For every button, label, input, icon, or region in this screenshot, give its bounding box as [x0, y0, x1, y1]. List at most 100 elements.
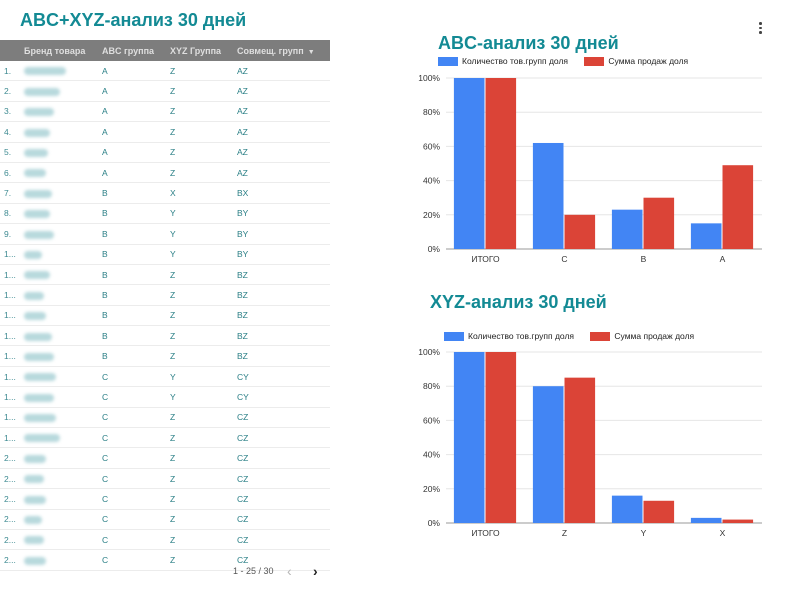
brand-cell: [20, 488, 98, 510]
bar-sales: [643, 197, 675, 249]
table-row[interactable]: 2... C Z CZ: [0, 468, 330, 490]
abc-group-cell: A: [98, 162, 166, 184]
legend-label-sales: Сумма продаж доля: [608, 56, 689, 66]
combined-group-cell: BX: [233, 182, 330, 204]
row-index: 1...: [0, 345, 20, 367]
brand-name-redacted: [24, 414, 56, 423]
abc-group-cell: B: [98, 264, 166, 286]
brand-cell: [20, 264, 98, 286]
brand-name-redacted: [24, 373, 56, 382]
brand-cell: [20, 203, 98, 225]
brand-cell: [20, 529, 98, 551]
col-header-xyz[interactable]: XYZ Группа: [166, 40, 233, 61]
legend-item-sales[interactable]: Сумма продаж доля: [584, 56, 689, 67]
table-row[interactable]: 8. B Y BY: [0, 203, 330, 225]
table-row[interactable]: 1... C Z CZ: [0, 407, 330, 429]
bar-sales: [564, 377, 596, 523]
y-tick-label: 60%: [423, 415, 440, 425]
xyz-group-cell: Z: [166, 529, 233, 551]
bar-count: [690, 517, 722, 523]
table-row[interactable]: 1... B Z BZ: [0, 305, 330, 327]
combined-group-cell: CZ: [233, 509, 330, 530]
abc-group-cell: C: [98, 386, 166, 408]
xyz-chart: 0% 20% 40% 60% 80% 100% ИТОГО Z Y X: [418, 347, 762, 538]
table-row[interactable]: 5. A Z AZ: [0, 142, 330, 163]
brand-name-redacted: [24, 169, 46, 178]
table-row[interactable]: 2... C Z CZ: [0, 447, 330, 469]
abc-chart-legend: Количество тов.групп доля Сумма продаж д…: [438, 56, 702, 67]
chevron-right-icon[interactable]: ›: [313, 563, 318, 579]
table-row[interactable]: 2... C Z CZ: [0, 549, 330, 571]
table-row[interactable]: 1. A Z AZ: [0, 61, 330, 82]
legend-item-sales[interactable]: Сумма продаж доля: [590, 331, 695, 342]
brand-name-redacted: [24, 332, 52, 341]
y-tick-label: 0%: [428, 244, 441, 254]
bar-sales: [643, 500, 675, 523]
y-tick-label: 20%: [423, 210, 440, 220]
x-tick-label: C: [561, 254, 567, 264]
table-header-row: Бренд товара ABC группа XYZ Группа Совме…: [0, 40, 330, 61]
table-row[interactable]: 2... C Z CZ: [0, 529, 330, 551]
abc-group-cell: A: [98, 121, 166, 143]
legend-label-sales: Сумма продаж доля: [614, 331, 695, 341]
legend-label-count: Количество тов.групп доля: [462, 56, 569, 66]
table-row[interactable]: 1... C Y CY: [0, 366, 330, 388]
row-index: 1...: [0, 244, 20, 265]
table-row[interactable]: 2... C Z CZ: [0, 488, 330, 510]
table-row[interactable]: 1... B Y BY: [0, 244, 330, 265]
sort-desc-icon[interactable]: ▼: [307, 48, 315, 56]
brand-cell: [20, 366, 98, 388]
col-header-abc[interactable]: ABC группа: [98, 40, 166, 61]
combined-group-cell: AZ: [233, 142, 330, 163]
row-index: 1...: [0, 407, 20, 429]
combined-group-cell: BY: [233, 244, 330, 265]
table-row[interactable]: 1... B Z BZ: [0, 284, 330, 306]
y-tick-label: 80%: [423, 107, 440, 117]
row-index: 1...: [0, 305, 20, 327]
table-row[interactable]: 1... B Z BZ: [0, 325, 330, 347]
table-row[interactable]: 4. A Z AZ: [0, 121, 330, 143]
row-index: 2...: [0, 509, 20, 530]
brand-name-redacted: [24, 291, 44, 300]
col-header-xyz-label: XYZ Группа: [170, 45, 222, 56]
combined-group-cell: CZ: [233, 407, 330, 429]
table-row[interactable]: 1... C Y CY: [0, 386, 330, 408]
more-vert-icon[interactable]: [756, 21, 764, 35]
x-tick-label: ИТОГО: [471, 254, 500, 264]
row-index: 1...: [0, 427, 20, 449]
bar-count: [611, 209, 643, 249]
abc-group-cell: A: [98, 61, 166, 82]
chevron-left-icon[interactable]: ‹: [287, 563, 292, 579]
col-header-combined[interactable]: Совмещ. групп ▼: [233, 40, 330, 61]
table-row[interactable]: 7. B X BX: [0, 182, 330, 204]
y-tick-label: 0%: [428, 518, 441, 528]
y-tick-label: 20%: [423, 484, 440, 494]
x-tick-label: A: [720, 254, 726, 264]
abc-group-cell: B: [98, 305, 166, 327]
abc-group-cell: B: [98, 203, 166, 225]
table-row[interactable]: 2. A Z AZ: [0, 80, 330, 102]
table-row[interactable]: 1... B Z BZ: [0, 345, 330, 367]
table-row[interactable]: 1... B Z BZ: [0, 264, 330, 286]
combined-group-cell: AZ: [233, 80, 330, 102]
legend-item-count[interactable]: Количество тов.групп доля: [444, 331, 575, 342]
abc-group-cell: C: [98, 447, 166, 469]
brand-name-redacted: [24, 271, 50, 280]
page-title: ABC+XYZ-анализ 30 дней: [20, 10, 247, 30]
table-row[interactable]: 1... C Z CZ: [0, 427, 330, 449]
col-header-brand[interactable]: Бренд товара: [20, 40, 98, 61]
y-tick-label: 100%: [418, 347, 440, 357]
brand-name-redacted: [24, 250, 42, 259]
legend-label-count: Количество тов.групп доля: [468, 331, 575, 341]
col-header-index: [0, 40, 20, 61]
row-index: 2.: [0, 80, 20, 102]
xyz-group-cell: Z: [166, 407, 233, 429]
legend-item-count[interactable]: Количество тов.групп доля: [438, 56, 569, 67]
table-row[interactable]: 3. A Z AZ: [0, 101, 330, 123]
table-row[interactable]: 9. B Y BY: [0, 223, 330, 245]
table-row[interactable]: 6. A Z AZ: [0, 162, 330, 184]
table-row[interactable]: 2... C Z CZ: [0, 509, 330, 530]
brand-cell: [20, 509, 98, 530]
abc-group-cell: C: [98, 509, 166, 530]
brand-name-redacted: [24, 230, 54, 239]
